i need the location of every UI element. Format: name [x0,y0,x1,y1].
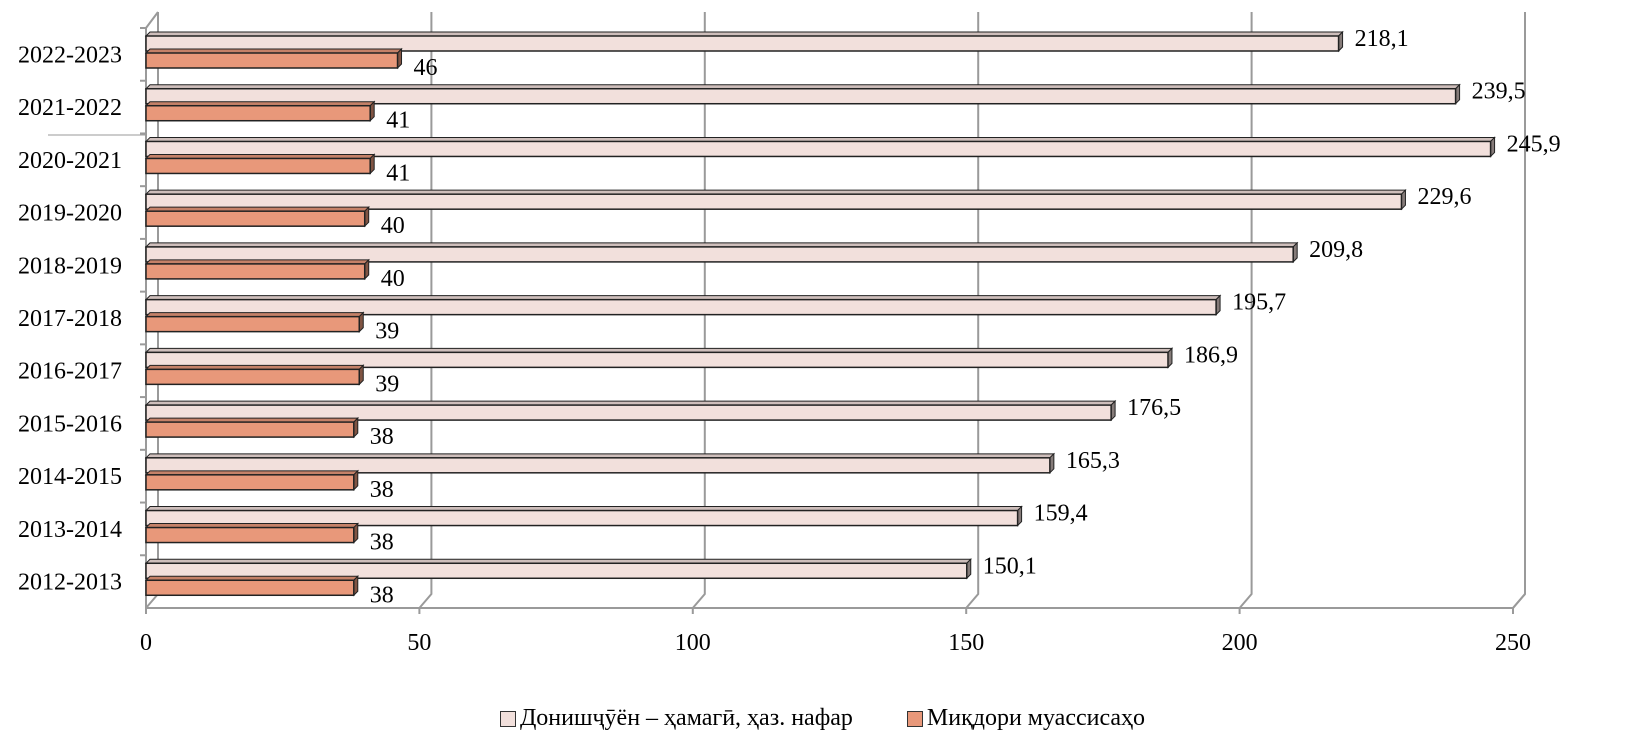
bar-institutions [144,522,359,544]
data-label-institutions: 38 [370,424,394,450]
data-label-students: 165,3 [1066,448,1120,474]
data-label-students: 176,5 [1127,395,1181,421]
y-category-label: 2013-2014 [18,517,122,543]
y-category-label: 2022-2023 [18,42,122,68]
y-category-label: 2018-2019 [18,253,122,279]
bar-institutions [144,100,376,122]
data-label-students: 239,5 [1472,79,1526,105]
x-tick-label: 100 [675,630,711,656]
bar-institutions [144,416,359,439]
legend-swatch-students [499,710,516,727]
data-label-students: 229,6 [1417,184,1471,210]
bars [144,30,1496,597]
data-label-students: 186,9 [1184,342,1238,368]
data-label-institutions: 41 [386,108,410,134]
legend: Донишҷӯён – ҳамагӣ, ҳаз. нафар Миқдори м… [0,705,1645,734]
data-label-students: 159,4 [1034,501,1088,527]
data-label-institutions: 39 [375,371,399,397]
data-label-students: 150,1 [983,553,1037,579]
bar-students [144,83,1461,105]
data-label-students: 245,9 [1507,131,1561,157]
data-labels: 150,1 38 159,4 38 165,3 38 176,5 38 186,9 39 195,7… [370,26,1561,608]
bar-institutions [144,47,403,70]
data-label-institutions: 41 [386,160,410,186]
data-label-institutions: 46 [414,55,438,81]
bar-institutions [144,575,359,597]
y-category-label: 2012-2013 [18,570,122,596]
legend-item-institutions: Миқдори муассисаҳо [906,705,1146,732]
data-label-institutions: 38 [370,477,394,503]
bar-institutions [144,205,370,228]
x-tick-label: 250 [1495,630,1531,656]
y-category-label: 2019-2020 [18,201,122,227]
legend-item-students: Донишҷӯён – ҳамагӣ, ҳаз. нафар [499,705,853,732]
data-label-institutions: 38 [370,530,394,556]
bar-students [144,294,1222,316]
data-label-students: 195,7 [1232,290,1286,316]
bar-students [144,505,1023,527]
data-label-students: 209,8 [1309,237,1363,263]
bar-institutions [144,469,359,492]
legend-label-students: Донишҷӯён – ҳамагӣ, ҳаз. нафар [519,705,853,731]
x-tick-label: 50 [407,630,431,656]
bar-institutions [144,258,370,281]
y-category-label: 2020-2021 [18,148,122,174]
bar-institutions [144,364,365,386]
bar-students [144,347,1174,369]
bar-students [144,241,1299,264]
data-label-institutions: 39 [375,319,399,345]
y-category-label: 2017-2018 [18,306,122,332]
bar-students [144,30,1344,53]
y-category-label: 2015-2016 [18,411,122,437]
bar-students [144,558,972,580]
bar-students [144,452,1056,475]
legend-label-institutions: Миқдори муассисаҳо [926,705,1146,731]
bar-institutions [144,311,365,333]
x-tick-label: 200 [1222,630,1258,656]
x-axis-line [146,593,1526,609]
axes: 0 50 100 150 200 250 2012-2013 2013-2014 2014-20… [18,11,1531,656]
legend-swatch-institutions [906,710,923,727]
bar-students [144,136,1496,158]
y-category-label: 2021-2022 [18,95,122,121]
data-label-institutions: 40 [381,213,405,239]
bar-institutions [144,153,376,175]
data-label-institutions: 40 [381,266,405,292]
y-category-label: 2014-2015 [18,464,122,490]
y-category-label: 2016-2017 [18,359,122,385]
x-tick-label: 0 [140,630,152,656]
x-tick-label: 150 [948,630,984,656]
data-label-students: 218,1 [1355,26,1409,52]
data-label-institutions: 38 [370,582,394,608]
bar-students [144,399,1117,422]
bar-students [144,188,1407,211]
